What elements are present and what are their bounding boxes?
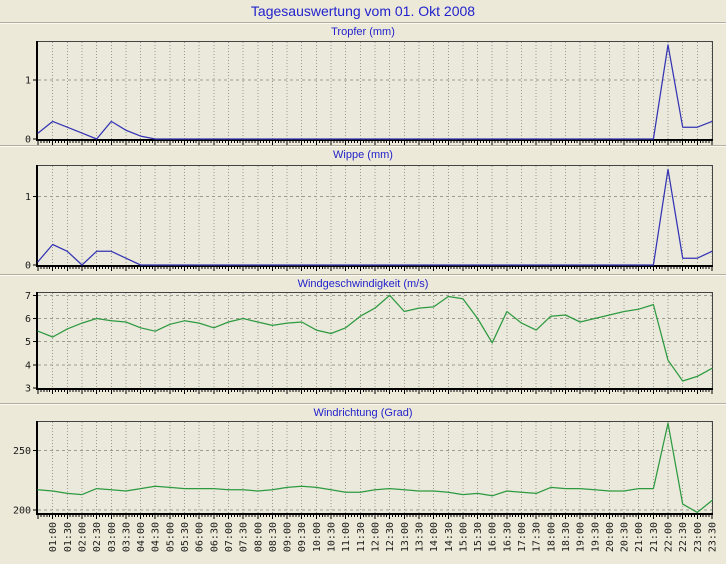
y-tick-label: 1 [25, 76, 31, 87]
x-tick-label: 02:00 [78, 522, 89, 552]
x-tick-label: 13:30 [415, 522, 426, 552]
x-tick-label: 09:30 [297, 522, 308, 552]
x-tick-label: 07:30 [239, 522, 250, 552]
plot-area [38, 293, 712, 388]
separator [0, 22, 726, 24]
x-tick-label: 10:00 [312, 522, 323, 552]
x-tick-label: 09:00 [283, 522, 294, 552]
x-tick-label: 02:30 [92, 522, 103, 552]
x-tick-label: 15:00 [458, 522, 469, 552]
x-tick-label: 13:00 [400, 522, 411, 552]
y-tick-label: 7 [25, 292, 31, 302]
windgeschwindigkeit-chart-title: Windgeschwindigkeit (m/s) [297, 278, 429, 290]
x-tick-label: 10:30 [327, 522, 338, 552]
y-tick-label: 0 [25, 261, 31, 272]
x-tick-label: 08:00 [253, 522, 264, 552]
x-tick-label: 23:30 [708, 522, 719, 552]
separator [0, 403, 726, 405]
x-tick-label: 18:00 [546, 522, 557, 552]
x-tick-label: 18:30 [561, 522, 572, 552]
plot-area [38, 166, 712, 265]
x-tick-label: 06:30 [209, 522, 220, 552]
x-tick-label: 11:00 [341, 522, 352, 552]
x-tick-label: 14:30 [444, 522, 455, 552]
x-tick-label: 22:30 [678, 522, 689, 552]
plot-frame [38, 421, 713, 513]
x-tick-label: 14:00 [429, 522, 440, 552]
x-tick-label: 17:30 [532, 522, 543, 552]
windgeschwindigkeit-chart-panel: Windgeschwindigkeit (m/s) 3 4 5 6 7 [0, 276, 726, 403]
x-tick-label: 20:30 [620, 522, 631, 552]
wippe-chart-canvas: 01 [25, 165, 713, 272]
x-tick-label: 11:30 [356, 522, 367, 552]
x-axis-ticks [37, 141, 713, 145]
windrichtung-chart-panel: Windrichtung (Grad) 200 250 01:00 01:30 02:0… [0, 405, 726, 564]
plot-frame [38, 292, 713, 388]
y-tick-label: 4 [25, 360, 31, 371]
x-tick-label: 23:00 [693, 522, 704, 552]
windrichtung-data-line [37, 422, 713, 514]
windgeschwindigkeit-data-line [37, 294, 713, 382]
x-tick-label: 12:00 [371, 522, 382, 552]
x-tick-label: 05:00 [165, 522, 176, 552]
x-tick-label: 05:30 [180, 522, 191, 552]
y-tick-label: 0 [25, 135, 31, 146]
x-tick-label: 19:00 [576, 522, 587, 552]
y-tick-label: 250 [13, 446, 31, 457]
x-tick-label: 19:30 [590, 522, 601, 552]
y-tick-label: 6 [25, 314, 31, 325]
windgeschwindigkeit-chart-canvas: 3 4 5 6 7 [25, 292, 713, 395]
x-tick-label: 15:30 [473, 522, 484, 552]
x-tick-label: 03:30 [121, 522, 132, 552]
tropfer-chart-title: Tropfer (mm) [331, 26, 395, 38]
x-tick-label: 03:00 [107, 522, 118, 552]
x-tick-label: 08:30 [268, 522, 279, 552]
tropfer-chart-canvas: 01 [25, 41, 713, 146]
x-axis-ticks [37, 267, 713, 271]
x-tick-label: 16:30 [502, 522, 513, 552]
separator [0, 145, 726, 147]
separator [0, 274, 726, 276]
page-title: Tagesauswertung vom 01. Okt 2008 [250, 3, 476, 19]
x-tick-label: 12:30 [385, 522, 396, 552]
plot-frame [38, 165, 713, 265]
x-tick-label: 17:00 [517, 522, 528, 552]
x-axis-ticks [37, 515, 713, 519]
plot-frame [38, 41, 713, 139]
x-tick-label: 04:00 [136, 522, 147, 552]
x-tick-label: 21:30 [649, 522, 660, 552]
x-tick-label: 22:00 [664, 522, 675, 552]
x-axis-ticks [37, 390, 713, 394]
x-tick-label: 16:00 [488, 522, 499, 552]
windrichtung-chart-title: Windrichtung (Grad) [313, 407, 413, 419]
y-tick-label: 200 [13, 506, 31, 517]
x-tick-label: 01:00 [48, 522, 59, 552]
x-tick-label: 21:00 [634, 522, 645, 552]
y-tick-label: 1 [25, 192, 31, 203]
wippe-chart-title: Wippe (mm) [333, 149, 393, 161]
x-tick-label: 07:00 [224, 522, 235, 552]
y-tick-label: 5 [25, 337, 31, 348]
windrichtung-chart-canvas: 200 250 01:00 01:30 02:00 02:30 03:00 03:30 04:0… [13, 421, 719, 552]
tropfer-data-line [37, 44, 713, 140]
x-tick-label: 01:30 [63, 522, 74, 552]
x-tick-label: 20:00 [605, 522, 616, 552]
y-tick-label: 3 [25, 384, 31, 395]
wippe-data-line [37, 168, 713, 266]
x-tick-label: 06:00 [195, 522, 206, 552]
x-tick-label: 04:30 [151, 522, 162, 552]
